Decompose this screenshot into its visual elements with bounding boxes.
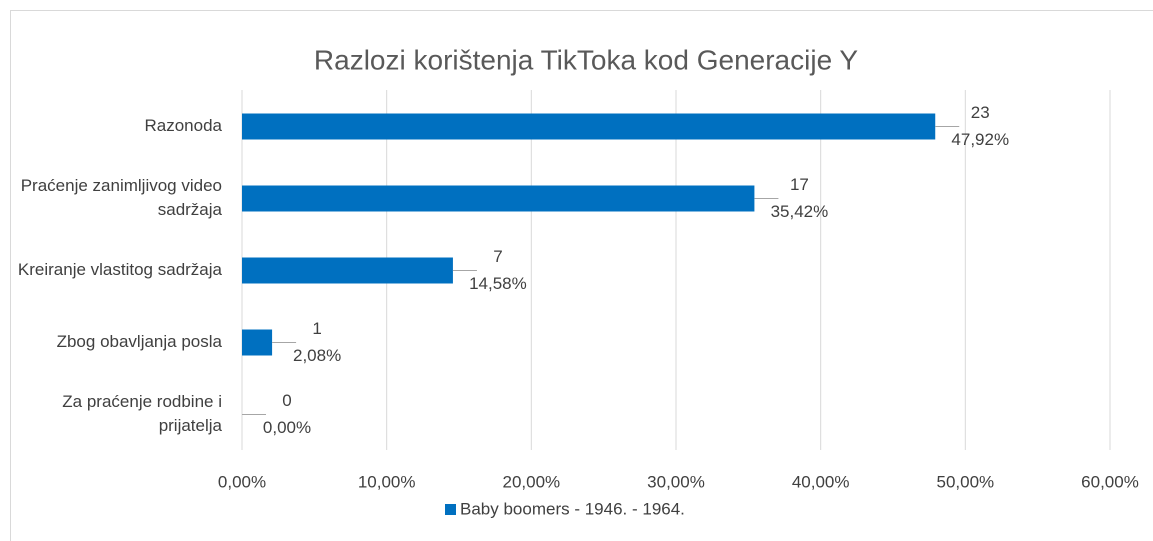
value-label: 47,92% [951, 130, 1009, 149]
count-label: 23 [971, 103, 990, 122]
x-tick-label: 0,00% [218, 472, 266, 491]
legend-swatch [445, 504, 456, 515]
value-label: 2,08% [293, 346, 341, 365]
count-label: 0 [282, 391, 291, 410]
y-tick-label: Razonoda [144, 116, 222, 135]
bar [242, 257, 453, 284]
chart-border [10, 10, 1153, 541]
x-tick-label: 50,00% [936, 472, 994, 491]
x-tick-label: 10,00% [358, 472, 416, 491]
chart-title: Razlozi korištenja TikToka kod Generacij… [314, 44, 859, 75]
bar [242, 113, 936, 140]
count-label: 17 [790, 175, 809, 194]
value-label: 0,00% [263, 418, 311, 437]
x-tick-label: 60,00% [1081, 472, 1139, 491]
value-label: 35,42% [771, 202, 829, 221]
x-tick-label: 20,00% [502, 472, 560, 491]
count-label: 7 [493, 247, 502, 266]
y-tick-label: Praćenje zanimljivog video sadržaja [20, 176, 222, 219]
y-tick-label: Za praćenje rodbine i prijatelja [62, 392, 222, 435]
bar [242, 329, 273, 356]
value-label: 14,58% [469, 274, 527, 293]
legend-label: Baby boomers - 1946. - 1964. [460, 499, 685, 518]
bar [242, 185, 755, 212]
y-tick-label: Kreiranje vlastitog sadržaja [17, 260, 222, 279]
x-tick-label: 30,00% [647, 472, 705, 491]
count-label: 1 [312, 319, 321, 338]
x-tick-label: 40,00% [792, 472, 850, 491]
y-tick-label: Zbog obavljanja posla [56, 332, 222, 351]
